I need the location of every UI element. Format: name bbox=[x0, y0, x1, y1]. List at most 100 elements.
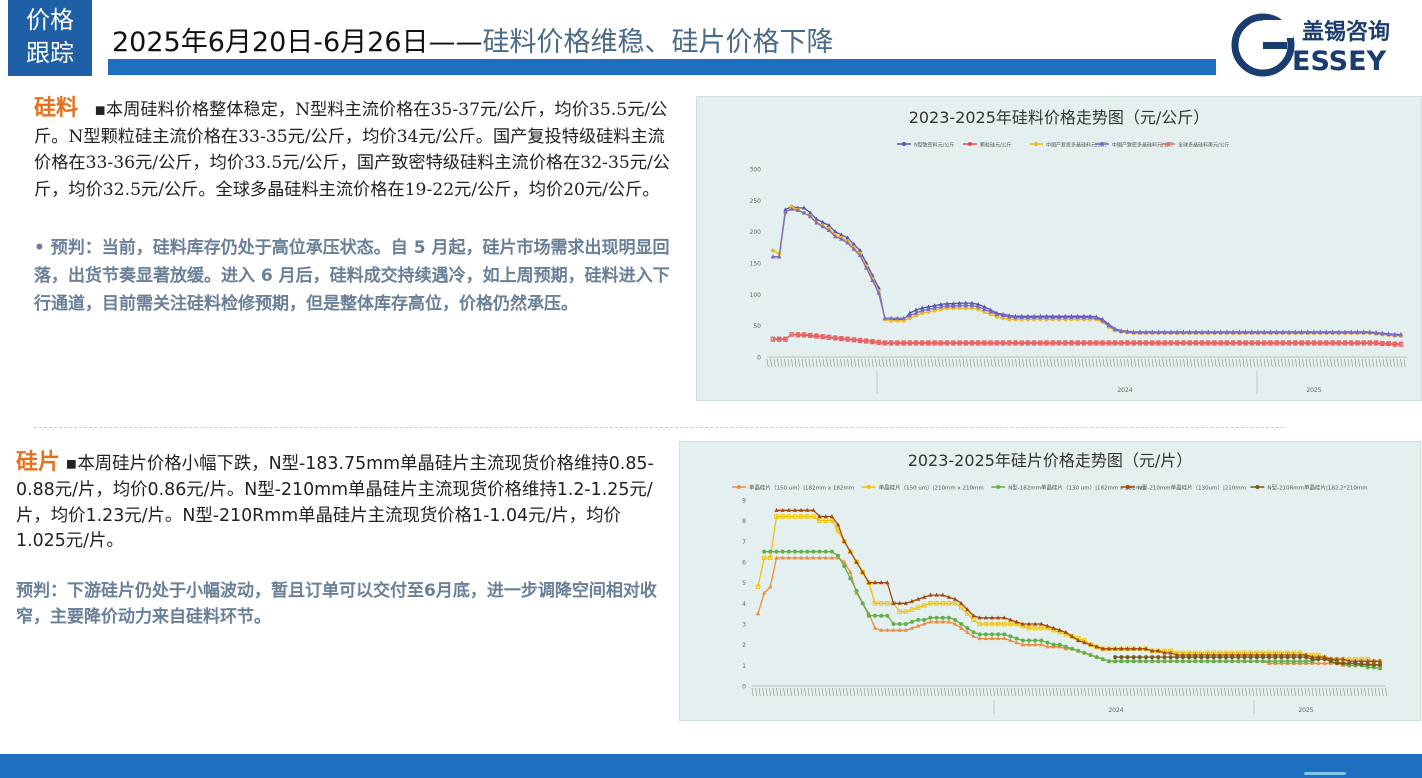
data-point bbox=[872, 625, 878, 630]
data-point bbox=[811, 549, 816, 554]
x-tick-label bbox=[968, 687, 971, 697]
x-tick-label bbox=[989, 687, 992, 697]
data-point bbox=[897, 600, 902, 605]
data-point bbox=[1365, 665, 1370, 670]
data-point bbox=[946, 601, 952, 606]
data-point bbox=[780, 507, 785, 512]
data-point bbox=[1050, 340, 1056, 345]
data-point bbox=[1013, 340, 1018, 345]
data-point bbox=[1118, 328, 1124, 333]
x-tick-label bbox=[1154, 687, 1156, 697]
data-point bbox=[851, 241, 857, 246]
data-point bbox=[1199, 655, 1204, 660]
data-point bbox=[957, 303, 962, 308]
data-point bbox=[1119, 655, 1124, 660]
x-tick-label bbox=[780, 358, 783, 368]
data-point bbox=[907, 340, 913, 345]
x-tick-label bbox=[1042, 687, 1044, 697]
year-label: 2025 bbox=[1306, 387, 1321, 394]
x-tick-label bbox=[1064, 358, 1066, 368]
y-tick-label: 0 bbox=[742, 684, 746, 691]
data-point bbox=[1274, 340, 1279, 345]
x-tick-label bbox=[751, 687, 754, 697]
x-tick-label bbox=[793, 687, 796, 697]
x-tick-label bbox=[1221, 358, 1224, 368]
series-line bbox=[757, 515, 1380, 662]
data-point bbox=[965, 607, 970, 612]
x-tick-label bbox=[972, 687, 974, 697]
x-tick-label bbox=[878, 358, 881, 368]
data-point bbox=[926, 306, 931, 311]
x-tick-label bbox=[1151, 358, 1154, 368]
data-point bbox=[1367, 330, 1373, 335]
x-tick-label bbox=[1067, 358, 1070, 368]
data-point bbox=[957, 300, 962, 305]
data-point bbox=[1031, 340, 1037, 345]
x-tick-label bbox=[1116, 358, 1119, 368]
x-tick-label bbox=[1312, 358, 1315, 368]
data-point bbox=[897, 609, 902, 614]
x-tick-label bbox=[912, 687, 915, 697]
data-point bbox=[1100, 657, 1105, 662]
data-point bbox=[768, 549, 773, 554]
tag-line-2: 跟踪 bbox=[26, 39, 74, 67]
x-tick-label bbox=[1171, 687, 1174, 697]
data-point bbox=[1150, 330, 1155, 335]
x-tick-label bbox=[1081, 358, 1084, 368]
data-point bbox=[951, 303, 956, 308]
data-point bbox=[1378, 666, 1382, 671]
data-point bbox=[1087, 340, 1093, 345]
x-tick-label bbox=[1385, 687, 1387, 697]
data-point bbox=[820, 219, 825, 224]
x-tick-label bbox=[1073, 687, 1076, 697]
data-point bbox=[994, 340, 1000, 345]
wafer-price-chart-svg: 2023-2025年硅片价格走势图（元/片） 单晶硅片（150 um）|182mm… bbox=[732, 451, 1387, 714]
data-point bbox=[860, 569, 865, 574]
x-tick-label bbox=[1231, 687, 1233, 697]
data-point bbox=[786, 514, 792, 519]
x-tick-label bbox=[1235, 358, 1238, 368]
x-tick-label bbox=[784, 358, 786, 368]
data-point bbox=[795, 332, 801, 337]
x-tick-label bbox=[982, 687, 985, 697]
data-point bbox=[926, 304, 931, 309]
data-point bbox=[1026, 638, 1031, 643]
data-point bbox=[1328, 659, 1333, 664]
data-point bbox=[1106, 646, 1112, 651]
y-tick-label: 100 bbox=[750, 292, 762, 299]
data-point bbox=[878, 601, 884, 606]
data-point bbox=[829, 518, 835, 523]
data-point bbox=[1260, 659, 1265, 664]
x-tick-label bbox=[952, 358, 954, 368]
y-tick-label: 0 bbox=[757, 355, 761, 362]
x-tick-label bbox=[1115, 687, 1118, 697]
data-point bbox=[1273, 655, 1278, 660]
x-tick-label bbox=[1242, 358, 1245, 368]
data-point bbox=[798, 507, 804, 512]
x-tick-label bbox=[1196, 687, 1198, 697]
wafer-prediction: 预判：下游硅片仍处于小幅波动，暂且订单可以交付至6月底，进一步调降空间相对收窄，… bbox=[16, 581, 657, 627]
data-point bbox=[823, 518, 828, 523]
data-point bbox=[820, 334, 825, 339]
data-point bbox=[1106, 340, 1112, 345]
x-tick-label bbox=[1137, 358, 1140, 368]
x-tick-label bbox=[1094, 687, 1097, 697]
x-tick-label bbox=[888, 687, 890, 697]
data-point bbox=[903, 627, 909, 632]
x-tick-label bbox=[1333, 358, 1336, 368]
data-point bbox=[1342, 330, 1348, 335]
x-tick-label bbox=[1161, 687, 1163, 697]
data-point bbox=[761, 555, 767, 561]
x-tick-label bbox=[1248, 687, 1251, 697]
data-point bbox=[872, 601, 878, 606]
data-point bbox=[1174, 340, 1180, 345]
x-tick-label bbox=[1382, 358, 1385, 368]
page-title: 2025年6月20日-6月26日——硅料价格维稳、硅片价格下降 bbox=[112, 20, 834, 59]
x-tick-label bbox=[1354, 358, 1357, 368]
data-point bbox=[1014, 619, 1019, 624]
y-tick-label: 3 bbox=[742, 622, 746, 629]
data-point bbox=[872, 580, 878, 585]
data-point bbox=[1038, 340, 1043, 345]
data-point bbox=[842, 559, 847, 564]
data-point bbox=[940, 601, 946, 606]
